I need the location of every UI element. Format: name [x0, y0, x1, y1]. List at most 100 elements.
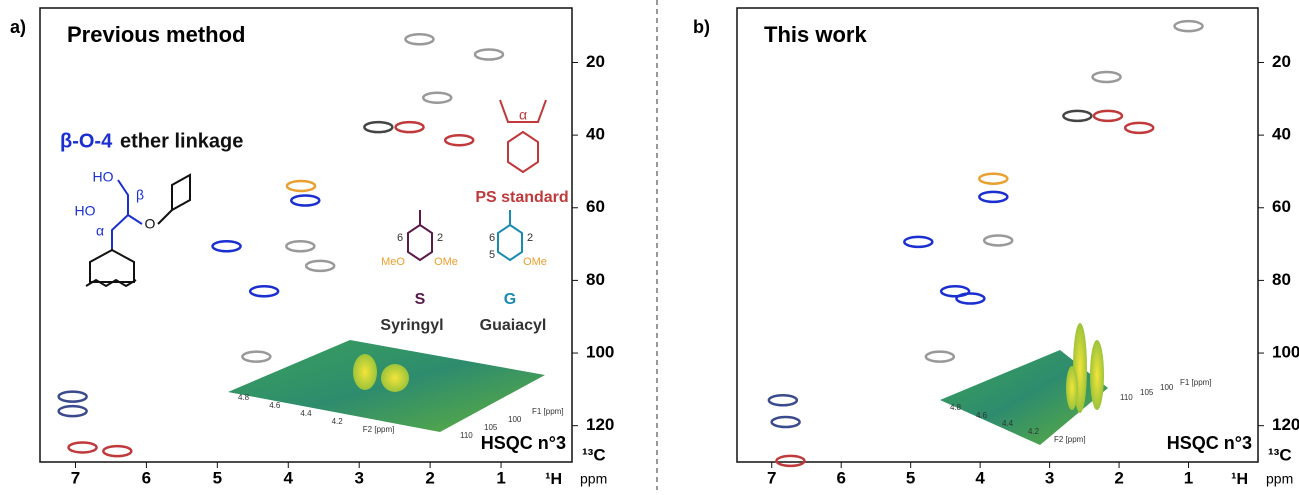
x-tick-label: 2	[1114, 468, 1123, 487]
x-tick-label: 7	[71, 468, 80, 487]
y-tick-label: 120	[1272, 415, 1299, 434]
y-axis-label: ¹³C	[1268, 445, 1292, 464]
y-axis-label: ¹³C	[582, 445, 606, 464]
y-tick-label: 100	[586, 343, 614, 362]
inset-tick-label: 105	[484, 423, 498, 432]
peak	[242, 352, 270, 362]
y-tick-label: 100	[1272, 343, 1299, 362]
annotation: 6	[489, 232, 495, 244]
x-tick-label: 5	[906, 468, 915, 487]
inset-tick-label: F1 [ppm]	[1180, 378, 1212, 387]
inset-tick-label: 4.6	[269, 401, 281, 410]
inset-surface	[228, 323, 1108, 445]
peak	[213, 241, 241, 251]
inset-tick-label: F2 [ppm]	[363, 425, 395, 434]
peak	[103, 446, 131, 456]
peak	[769, 395, 797, 405]
annotation: Guaiacyl	[480, 317, 547, 334]
y-tick-label: 120	[586, 415, 614, 434]
x-tick-label: 3	[1045, 468, 1054, 487]
y-tick-label: 20	[1272, 52, 1291, 71]
x-tick-label: 6	[142, 468, 151, 487]
unit-label: ppm	[1266, 471, 1293, 487]
x-axis-label: ¹H	[545, 471, 562, 488]
annotation: G	[504, 291, 516, 308]
x-tick-label: 2	[425, 468, 434, 487]
x-tick-label: 1	[1184, 468, 1193, 487]
annotation: β	[136, 187, 144, 203]
annotation: 5	[489, 249, 495, 261]
inset-tick-label: 4.6	[976, 411, 988, 420]
unit-label: ppm	[580, 471, 607, 487]
annotation: α	[519, 107, 527, 123]
peak	[286, 241, 314, 251]
peak	[979, 174, 1007, 184]
inset-tick-label: 105	[1140, 388, 1154, 397]
y-tick-label: 60	[586, 197, 605, 216]
annotation: S	[415, 291, 426, 308]
x-axis-label: ¹H	[1231, 471, 1248, 488]
inset-tick-label: 4.4	[300, 409, 312, 418]
peak	[250, 286, 278, 296]
peak	[445, 135, 473, 145]
x-tick-label: 4	[284, 468, 294, 487]
annotation: Syringyl	[380, 317, 443, 334]
annotation: β-O-4	[60, 130, 113, 152]
inset-tick-label: 100	[1160, 383, 1174, 392]
peak	[904, 237, 932, 247]
x-tick-label: 5	[213, 468, 222, 487]
inset-tick-label: 4.4	[1002, 419, 1014, 428]
peak	[1125, 123, 1153, 133]
peak	[1175, 21, 1203, 31]
figure: a)Previous methodHSQC n°3765432120406080…	[0, 0, 1299, 490]
annotation: 2	[437, 232, 443, 244]
peak	[364, 122, 392, 132]
annotation: OMe	[523, 256, 547, 268]
panel-title: Previous method	[67, 22, 245, 47]
peak	[287, 181, 315, 191]
y-tick-label: 80	[586, 270, 605, 289]
panel-title: This work	[764, 22, 867, 47]
peak	[1094, 111, 1122, 121]
peak	[59, 392, 87, 402]
panel-label: a)	[10, 17, 26, 37]
inset-tick-label: 4.8	[238, 393, 250, 402]
peak	[984, 235, 1012, 245]
peak	[475, 49, 503, 59]
inset-tick-label: 4.2	[1028, 427, 1040, 436]
peak	[956, 294, 984, 304]
annotation: HO	[93, 169, 114, 185]
peak	[776, 456, 804, 466]
inset-tick-label: F2 [ppm]	[1054, 435, 1086, 444]
y-tick-label: 80	[1272, 270, 1291, 289]
peak	[396, 122, 424, 132]
inset-tick-label: 4.2	[332, 417, 344, 426]
peak	[926, 352, 954, 362]
annotation: ether linkage	[120, 130, 243, 152]
annotation: OMe	[434, 256, 458, 268]
y-tick-label: 60	[1272, 197, 1291, 216]
y-tick-label: 40	[1272, 125, 1291, 144]
peak	[772, 417, 800, 427]
peak	[979, 192, 1007, 202]
inset-tick-label: 100	[508, 415, 522, 424]
inset-tick-label: F1 [ppm]	[532, 407, 564, 416]
annotation: 6	[397, 232, 403, 244]
peak	[405, 34, 433, 44]
y-tick-label: 20	[586, 52, 605, 71]
annotation: HO	[75, 203, 96, 219]
peak	[291, 195, 319, 205]
peak	[423, 93, 451, 103]
inset-tick-label: 110	[1120, 393, 1133, 402]
peak	[69, 442, 97, 452]
annotation: O	[145, 216, 156, 232]
corner-label: HSQC n°3	[1167, 433, 1252, 453]
annotation: α	[96, 223, 104, 239]
inset-tick-label: 4.8	[950, 403, 962, 412]
x-tick-label: 7	[767, 468, 776, 487]
annotation: 2	[527, 232, 533, 244]
x-tick-label: 4	[975, 468, 985, 487]
peak	[1093, 72, 1121, 82]
peak	[59, 406, 87, 416]
y-tick-label: 40	[586, 125, 605, 144]
